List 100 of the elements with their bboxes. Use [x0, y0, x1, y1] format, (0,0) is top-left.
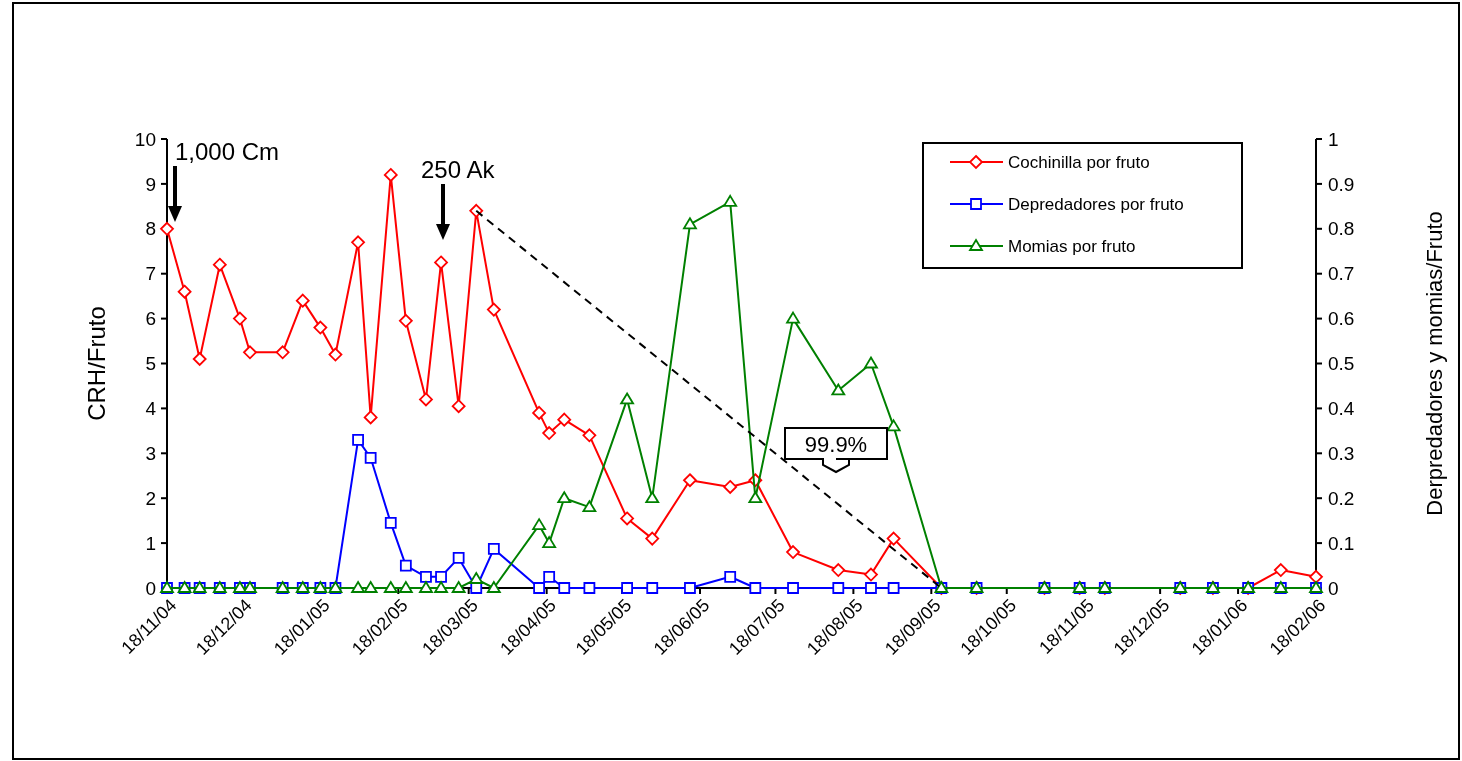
- point: [384, 517, 397, 529]
- legend-label: Cochinilla por fruto: [1008, 152, 1150, 172]
- point: [533, 582, 546, 594]
- point: [864, 356, 878, 369]
- point: [383, 168, 398, 182]
- point: [583, 582, 596, 594]
- point: [233, 311, 247, 326]
- y2-tick-label: 0.1: [1328, 532, 1355, 554]
- point: [645, 491, 660, 504]
- point: [786, 311, 800, 324]
- point: [452, 552, 465, 564]
- point: [886, 531, 901, 546]
- point: [160, 221, 174, 236]
- point: [646, 582, 659, 594]
- annotation: 99.9%: [804, 432, 868, 457]
- y2-tick-label: 0.4: [1328, 398, 1355, 420]
- point: [212, 257, 227, 272]
- y-tick-label: 2: [145, 487, 156, 509]
- point: [683, 217, 697, 230]
- point: [620, 511, 634, 526]
- point: [419, 581, 433, 593]
- point: [383, 581, 398, 593]
- point: [486, 302, 501, 317]
- point: [351, 581, 365, 593]
- y2-tick-label: 0.8: [1328, 218, 1355, 240]
- point: [582, 500, 597, 513]
- point: [451, 581, 466, 593]
- y2-tick-label: 0.9: [1328, 173, 1355, 195]
- y-axis-title: CRH/Fruto: [83, 306, 110, 421]
- point: [864, 567, 878, 582]
- point: [420, 570, 432, 583]
- point: [724, 570, 737, 583]
- point: [645, 531, 660, 546]
- point: [399, 559, 412, 572]
- point: [398, 581, 413, 593]
- point: [434, 581, 448, 593]
- y-tick-label: 8: [145, 218, 156, 240]
- y-tick-label: 10: [134, 128, 156, 150]
- point: [487, 543, 500, 555]
- y2-tick-label: 0: [1328, 577, 1339, 599]
- point: [787, 582, 799, 594]
- point: [831, 383, 846, 396]
- annotation: 250 Ak: [421, 156, 496, 183]
- point: [363, 410, 378, 425]
- point: [469, 203, 484, 218]
- point: [886, 419, 901, 432]
- point: [831, 563, 846, 577]
- point: [887, 582, 900, 594]
- point: [542, 536, 557, 548]
- point: [557, 491, 572, 504]
- point: [328, 347, 343, 362]
- point: [542, 426, 557, 440]
- legend-label: Momias por fruto: [1008, 236, 1136, 256]
- point: [192, 352, 207, 366]
- point: [723, 480, 738, 494]
- point: [313, 320, 328, 335]
- point: [434, 255, 448, 270]
- point: [557, 412, 572, 427]
- point: [683, 473, 697, 488]
- point: [1273, 563, 1288, 577]
- point: [749, 582, 762, 594]
- point: [177, 284, 192, 299]
- y-tick-label: 7: [145, 263, 156, 285]
- point: [558, 582, 571, 594]
- y2-tick-label: 1: [1328, 128, 1339, 150]
- point: [786, 545, 800, 559]
- point: [419, 392, 433, 407]
- point: [748, 491, 763, 504]
- y2-tick-label: 0.7: [1328, 263, 1355, 285]
- annotation: 1,000 Cm: [175, 138, 280, 165]
- point: [275, 345, 290, 360]
- point: [469, 572, 484, 584]
- point: [243, 345, 257, 360]
- point: [621, 582, 633, 594]
- point: [364, 451, 377, 464]
- legend-label: Depredadores por fruto: [1008, 194, 1184, 214]
- point: [363, 581, 378, 593]
- point: [582, 428, 597, 443]
- point: [351, 235, 365, 250]
- point: [1309, 569, 1323, 584]
- point: [398, 313, 413, 328]
- y2-tick-label: 0.2: [1328, 487, 1355, 509]
- point: [865, 582, 877, 594]
- point: [532, 518, 547, 531]
- y-tick-label: 4: [145, 398, 157, 420]
- y-tick-label: 3: [145, 442, 156, 464]
- point: [832, 582, 845, 594]
- y-tick-label: 9: [145, 173, 156, 195]
- y2-tick-label: 0.5: [1328, 353, 1355, 375]
- y-tick-label: 5: [145, 353, 156, 375]
- point: [352, 433, 364, 446]
- y-tick-label: 1: [145, 532, 156, 554]
- y2-axis-title: Derpredadores y momias/Fruto: [1422, 211, 1447, 516]
- y2-tick-label: 0.3: [1328, 442, 1355, 464]
- y-tick-label: 0: [145, 577, 156, 599]
- point: [451, 399, 466, 414]
- point: [543, 570, 556, 583]
- y-tick-label: 6: [145, 308, 156, 330]
- point: [486, 581, 501, 593]
- point: [295, 293, 310, 308]
